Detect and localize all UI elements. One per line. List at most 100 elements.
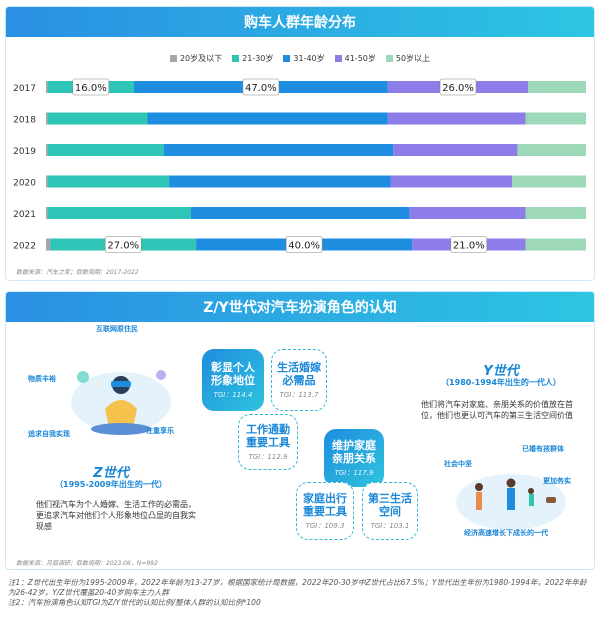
z-generation-description: 他们视汽车为个人婚嫁、生活工作的必需品，更追求汽车对他们个人形象地位凸显的自我实… [36, 500, 196, 531]
data-label-box [242, 78, 280, 96]
footnote-2: 注2：汽车扮演角色认知TGI为Z/Y世代的认知比例/整体人群的认知比例*100 [8, 598, 261, 607]
bar-segment [163, 144, 394, 156]
bar-segment [512, 175, 586, 188]
bar-segment [46, 81, 48, 93]
bar-segment [525, 112, 586, 125]
footnotes: 注1：Z世代出生年份为1995-2009年，2022年年龄为13-27岁，根据国… [8, 578, 594, 608]
bubble-tgi: TGI：109.3 [305, 521, 345, 530]
z-label-self-realization: 追求自我实现 [28, 430, 70, 438]
bar-segment [46, 144, 48, 156]
bar-segment [387, 112, 526, 125]
bar-segment [393, 144, 518, 156]
data-label: 40.0% [288, 241, 320, 252]
y-label-backbone: 社会中坚 [444, 460, 472, 468]
y-label-married: 已婚有孩群体 [522, 445, 564, 453]
bar-segment [46, 238, 51, 251]
data-label: 27.0% [107, 241, 139, 252]
z-generation-subtitle: （1995-2009年出生的一代） [55, 480, 167, 489]
data-label-box [72, 78, 110, 96]
legend-label: 31-40岁 [293, 54, 325, 63]
data-label: 26.0% [442, 83, 474, 94]
chart-legend: 20岁及以下 21-30岁 31-40岁 41-50岁 50岁以上 [6, 53, 594, 64]
legend-item: 41-50岁 [334, 53, 376, 64]
z-label-enjoyment: 注重享乐 [146, 427, 174, 435]
category-label: 2018 [13, 116, 36, 126]
data-label: 21.0% [453, 241, 485, 252]
bubble-third-space: 第三生活空间 TGI：103.1 [362, 482, 418, 540]
bubble-commute-tool: 工作通勤重要工具 TGI：112.9 [238, 414, 298, 470]
bar-segment [46, 207, 48, 219]
bar-segment [47, 112, 148, 125]
role-source: 数据来源：月狐调研；取数周期：2023.06，N=992 [16, 560, 158, 567]
bubble-text: 彰显个人形象地位 [211, 360, 255, 387]
legend-label: 20岁及以下 [179, 54, 223, 63]
bubble-text: 第三生活空间 [368, 491, 412, 518]
legend-item: 21-30岁 [232, 53, 273, 64]
category-label: 2017 [13, 84, 36, 94]
category-label: 2019 [13, 147, 36, 157]
bubble-tgi: TGI：114.4 [213, 390, 253, 399]
bar-segment [47, 207, 191, 219]
z-label-internet-native: 互联网原住民 [96, 325, 138, 333]
bar-segment [390, 175, 513, 188]
y-generation-subtitle: （1980-1994年出生的一代人） [441, 378, 561, 387]
bar-segment [525, 238, 586, 251]
bar-segment [47, 144, 164, 156]
legend-item: 31-40岁 [283, 53, 325, 64]
chart-title: 购车人群年龄分布 [6, 7, 594, 37]
category-label: 2021 [13, 210, 36, 220]
legend-label: 41-50岁 [344, 54, 376, 63]
chart-source: 数据来源：汽车之家；取数周期：2017-2022 [16, 269, 139, 276]
bubble-text: 家庭出行重要工具 [303, 491, 347, 518]
y-generation-illustration [456, 474, 566, 530]
legend-swatch [385, 55, 393, 62]
legend-swatch [334, 55, 342, 62]
bubble-tgi: TGI：103.1 [370, 521, 410, 530]
z-label-material: 物质丰裕 [28, 375, 56, 383]
bar-segment [409, 207, 526, 219]
bar-segment [190, 207, 410, 219]
bar-segment [46, 112, 48, 125]
y-generation-description: 他们将汽车对家庭、亲朋关系的价值放在首位，他们也更认可汽车的第三生活空间价值 [421, 400, 573, 420]
data-label-box [104, 236, 142, 253]
bar-segment [169, 175, 391, 188]
bubble-tgi: TGI：117.9 [334, 468, 374, 477]
bar-segment [147, 112, 388, 125]
age-stacked-bar-chart: 2017 16.0% 47.0% 26.0% 2018 2019 2020 2021 2022 2… [13, 78, 586, 253]
bubble-family-relations: 维护家庭亲朋关系 TGI：117.9 [324, 429, 384, 487]
data-label: 47.0% [245, 83, 277, 94]
y-generation-title: Y世代 [483, 364, 519, 379]
category-label: 2022 [13, 242, 36, 252]
bar-segment [47, 175, 170, 188]
bubble-text: 工作通勤重要工具 [246, 422, 290, 449]
legend-item: 20岁及以下 [169, 53, 223, 64]
bar-segment [528, 81, 586, 93]
bubble-family-travel: 家庭出行重要工具 TGI：109.3 [296, 482, 354, 540]
legend-swatch [283, 55, 291, 62]
bubble-marriage-necessity: 生活婚嫁必需品 TGI：113.7 [271, 349, 327, 411]
bubble-text: 生活婚嫁必需品 [277, 360, 321, 387]
legend-label: 21-30岁 [242, 54, 274, 63]
legend-label: 50岁以上 [395, 54, 431, 63]
bar-segment [517, 144, 586, 156]
footnote-1: 注1：Z世代出生年份为1995-2009年，2022年年龄为13-27岁，根据国… [8, 578, 587, 597]
bar-segment [525, 207, 586, 219]
y-label-growth-era: 经济高速增长下成长的一代 [464, 529, 548, 537]
data-label-box [450, 236, 488, 253]
bubble-image-status: 彰显个人形象地位 TGI：114.4 [202, 349, 264, 411]
role-perception-panel: Z/Y世代对汽车扮演角色的认知 互联网原住民 物质丰裕 追求自我实现 注重享乐 … [5, 291, 595, 570]
bubble-text: 维护家庭亲朋关系 [332, 438, 376, 465]
z-generation-illustration [71, 370, 171, 435]
legend-swatch [169, 55, 177, 62]
bubble-tgi: TGI：112.9 [248, 452, 288, 461]
legend-swatch [232, 55, 240, 62]
role-section-title: Z/Y世代对汽车扮演角色的认知 [6, 292, 594, 322]
category-label: 2020 [13, 179, 36, 189]
legend-item: 50岁以上 [385, 53, 431, 64]
bubble-tgi: TGI：113.7 [279, 390, 319, 399]
data-label-box [285, 236, 323, 253]
data-label: 16.0% [75, 83, 107, 94]
data-label-box [439, 78, 477, 96]
age-distribution-panel: 购车人群年龄分布 20岁及以下 21-30岁 31-40岁 41-50岁 50岁以上 2… [5, 6, 595, 281]
y-label-pragmatic: 更加务实 [543, 477, 571, 485]
